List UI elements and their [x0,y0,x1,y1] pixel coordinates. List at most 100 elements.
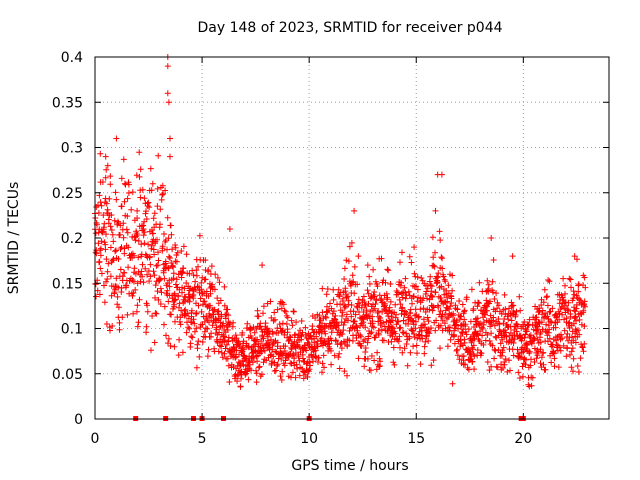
data-point [377,358,384,365]
data-point [186,294,193,300]
data-point [517,307,524,314]
data-point [202,276,209,283]
data-point [314,343,321,350]
data-point [432,249,438,256]
data-point [118,285,125,291]
data-point [254,307,261,314]
data-point [101,299,108,306]
data-point [112,189,119,196]
data-point [115,256,122,262]
data-point [285,338,292,344]
grid-lines [95,57,609,419]
data-point [117,266,124,273]
x-tick-label: 15 [407,431,425,447]
data-point [224,306,231,313]
data-point [160,191,166,197]
data-point [559,311,566,318]
data-point [461,308,468,315]
data-point [153,262,160,269]
data-point [499,349,506,356]
data-point [522,356,529,363]
data-point [544,313,551,320]
data-point [96,258,103,265]
data-point [150,268,157,275]
data-point [387,298,394,305]
data-point [358,304,365,311]
data-point [543,321,550,328]
data-point [370,266,377,273]
data-point [148,347,154,354]
data-point [147,253,153,260]
data-point [165,99,172,106]
data-point [296,357,303,364]
data-point [574,256,580,263]
data-point [540,349,547,356]
data-point [139,186,146,193]
data-point [94,287,101,294]
data-point [565,307,572,314]
data-point [161,275,168,282]
data-point [195,263,201,270]
data-point [476,300,482,307]
data-point [380,337,387,344]
data-point [143,216,150,222]
data-point [360,319,367,326]
data-point [332,312,339,319]
data-point [103,231,109,238]
data-point [193,310,200,317]
data-point [469,358,476,365]
data-point [111,286,118,293]
data-point [484,307,490,314]
data-point [432,289,439,296]
data-point [575,288,582,295]
data-point [294,334,301,341]
data-point [513,328,520,335]
data-point [171,297,178,304]
data-point [137,278,144,285]
data-point [155,152,162,159]
data-point [254,358,261,365]
data-point [491,296,498,302]
data-point [330,286,337,293]
data-point [232,354,239,361]
data-point [582,303,588,310]
data-point [241,346,247,353]
data-point [533,355,540,362]
chart-title: Day 148 of 2023, SRMTID for receiver p04… [197,20,502,36]
data-point [574,363,581,369]
data-point [395,291,401,298]
data-point [284,314,291,321]
data-point [549,305,556,312]
data-point [430,303,436,310]
data-point [320,352,327,359]
data-point [255,313,262,320]
data-point [139,273,146,280]
data-point [494,364,501,371]
data-point [537,346,544,353]
data-point [286,333,293,340]
data-point [500,365,506,371]
data-point [298,333,305,340]
data-point [535,309,542,316]
data-point [543,294,550,301]
data-point [180,243,187,250]
data-point [186,325,193,332]
data-point [474,347,481,353]
data-point [485,281,492,288]
data-point [340,327,347,334]
data-point [260,335,267,342]
data-point [227,320,233,327]
data-point [388,324,395,330]
data-point [113,196,120,203]
data-point [165,340,171,347]
data-point [134,302,141,309]
data-point [197,295,204,302]
data-point [484,331,491,338]
data-point [420,316,427,323]
data-point [296,372,303,379]
data-point [404,362,411,369]
data-point [270,317,277,324]
data-point [177,321,184,328]
data-point [121,250,128,257]
data-point [468,286,475,293]
